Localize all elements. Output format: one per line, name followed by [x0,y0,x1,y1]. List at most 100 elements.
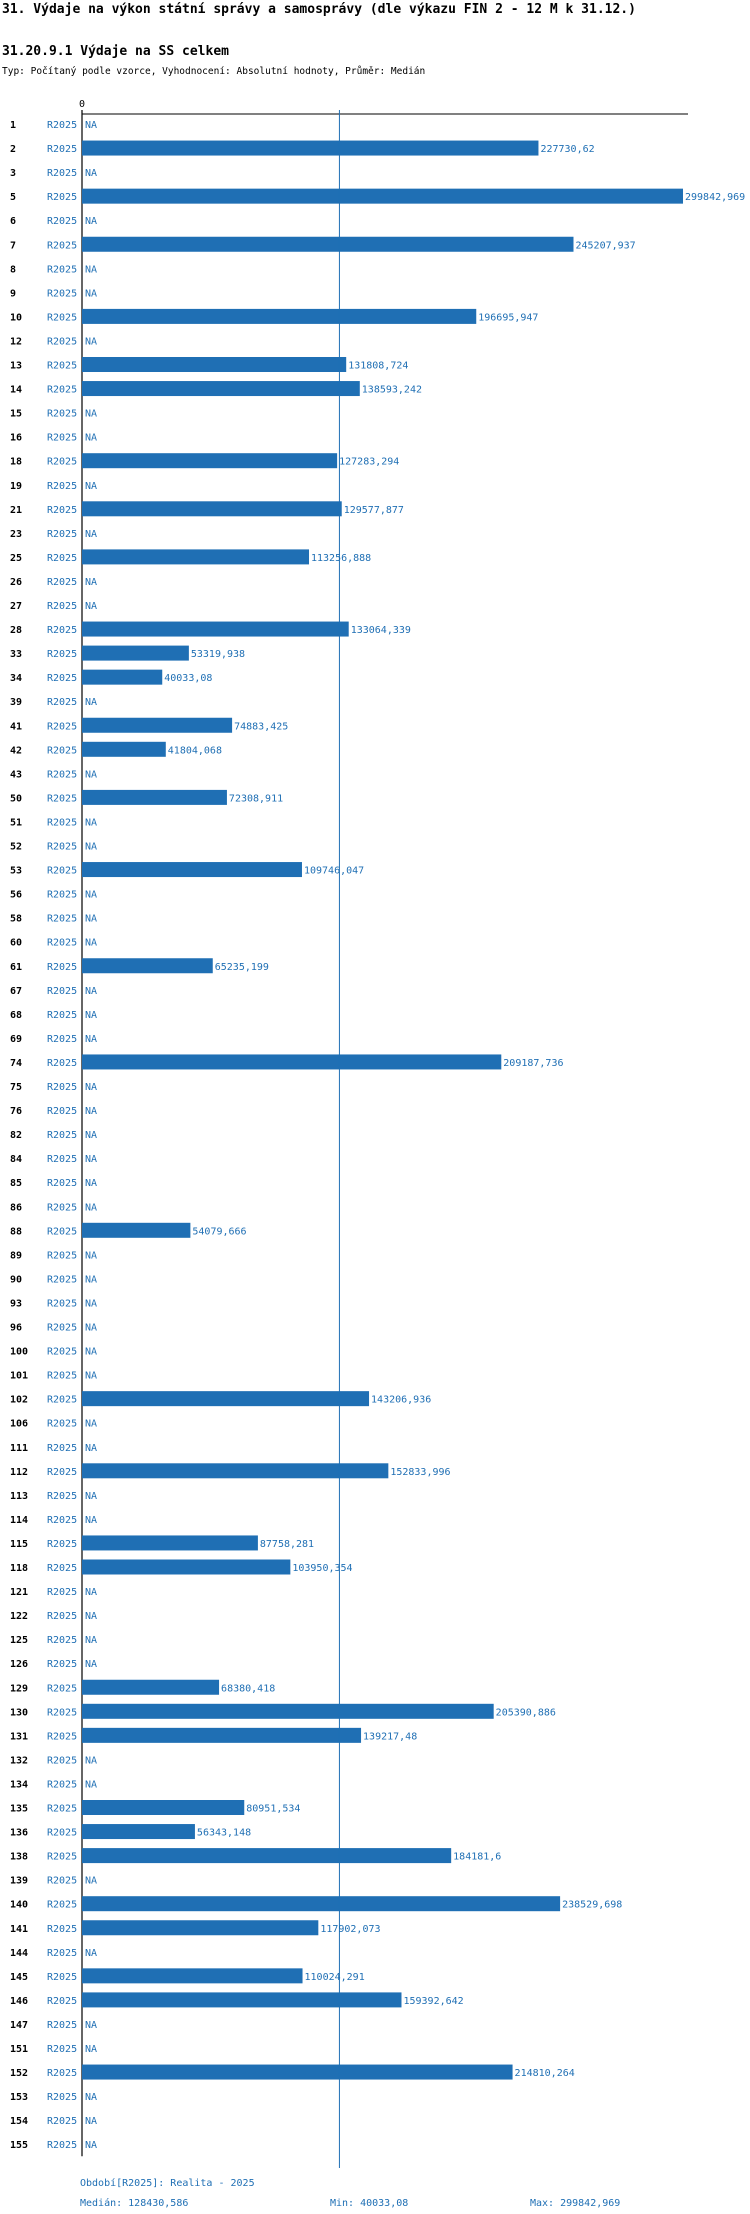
category-label: 129 [10,1683,28,1694]
na-label: NA [85,1755,97,1766]
bar [82,1391,370,1407]
category-label: 23 [10,529,22,540]
period-label: R2025 [47,1948,77,1959]
period-label: R2025 [47,1106,77,1117]
category-label: 50 [10,793,22,804]
period-label: R2025 [47,1972,77,1983]
category-label: 144 [10,1948,28,1959]
na-label: NA [85,986,97,997]
period-label: R2025 [47,1900,77,1911]
bar [82,1896,561,1912]
na-label: NA [85,2020,97,2031]
period-label: R2025 [47,433,77,444]
category-label: 141 [10,1924,28,1935]
category-label: 93 [10,1298,22,1309]
na-label: NA [85,433,97,444]
category-label: 114 [10,1515,28,1526]
category-label: 152 [10,2068,28,2079]
category-label: 136 [10,1828,28,1839]
bar [82,862,302,878]
period-label: R2025 [47,1178,77,1189]
period-label: R2025 [47,240,77,251]
period-label: R2025 [47,1828,77,1839]
period-label: R2025 [47,1539,77,1550]
category-label: 34 [10,673,22,684]
period-label: R2025 [47,192,77,203]
period-label: R2025 [47,336,77,347]
period-label: R2025 [47,2092,77,2103]
value-label: 56343,148 [197,1828,251,1839]
period-label: R2025 [47,481,77,492]
value-label: 74883,425 [234,721,288,732]
value-label: 205390,886 [496,1707,556,1718]
na-label: NA [85,1371,97,1382]
period-label: R2025 [47,505,77,516]
na-label: NA [85,2116,97,2127]
period-label: R2025 [47,793,77,804]
category-label: 27 [10,601,22,612]
period-label: R2025 [47,601,77,612]
period-label: R2025 [47,649,77,660]
value-label: 113256,888 [311,553,371,564]
na-label: NA [85,769,97,780]
na-label: NA [85,1611,97,1622]
na-label: NA [85,1635,97,1646]
period-label: R2025 [47,1347,77,1358]
na-label: NA [85,1250,97,1261]
na-label: NA [85,1034,97,1045]
period-label: R2025 [47,409,77,420]
na-label: NA [85,1178,97,1189]
period-label: R2025 [47,1491,77,1502]
bar [82,1535,258,1551]
bar [82,501,342,517]
period-label: R2025 [47,216,77,227]
na-label: NA [85,1443,97,1454]
na-label: NA [85,697,97,708]
bar [82,1920,319,1936]
category-label: 132 [10,1755,28,1766]
na-label: NA [85,409,97,420]
category-label: 58 [10,914,22,925]
na-label: NA [85,2140,97,2151]
na-label: NA [85,1298,97,1309]
category-label: 68 [10,1010,22,1021]
period-label: R2025 [47,553,77,564]
na-label: NA [85,1202,97,1213]
period-label: R2025 [47,1419,77,1430]
value-label: 214810,264 [515,2068,575,2079]
footer-period: Období[R2025]: Realita - 2025 [80,2178,255,2189]
category-label: 82 [10,1130,22,1141]
value-label: 238529,698 [562,1900,622,1911]
category-label: 9 [10,288,16,299]
na-label: NA [85,1948,97,1959]
period-label: R2025 [47,1154,77,1165]
category-label: 33 [10,649,22,660]
footer-min: Min: 40033,08 [330,2198,409,2209]
category-label: 100 [10,1347,28,1358]
period-label: R2025 [47,1611,77,1622]
value-label: 110024,291 [305,1972,365,1983]
na-label: NA [85,1130,97,1141]
category-label: 67 [10,986,22,997]
category-label: 16 [10,433,22,444]
category-label: 5 [10,192,16,203]
na-label: NA [85,1347,97,1358]
category-label: 155 [10,2140,28,2151]
period-label: R2025 [47,1683,77,1694]
bar [82,453,338,469]
na-label: NA [85,1779,97,1790]
na-label: NA [85,890,97,901]
bar [82,1800,245,1815]
period-label: R2025 [47,986,77,997]
period-label: R2025 [47,144,77,155]
page-title: 31. Výdaje na výkon státní správy a samo… [2,2,636,17]
value-label: 41804,068 [168,745,222,756]
na-label: NA [85,120,97,131]
category-label: 111 [10,1443,28,1454]
period-label: R2025 [47,1852,77,1863]
period-label: R2025 [47,938,77,949]
na-label: NA [85,1010,97,1021]
value-label: 87758,281 [260,1539,314,1550]
value-label: 227730,62 [540,144,594,155]
period-label: R2025 [47,1010,77,1021]
